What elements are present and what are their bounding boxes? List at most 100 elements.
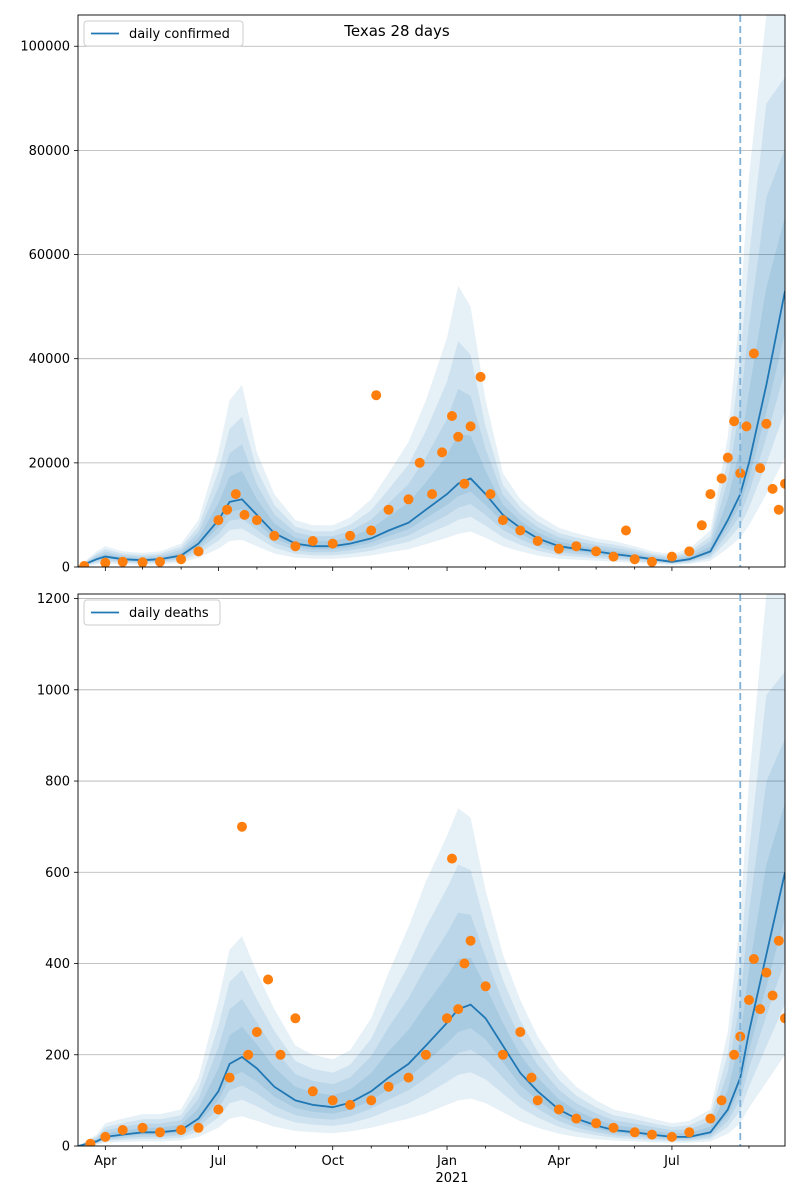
- y-tick-label: 400: [45, 957, 70, 972]
- data-point: [497, 515, 508, 526]
- data-point: [193, 1122, 204, 1133]
- axes-frame: [77, 593, 786, 1147]
- x-tick-label: Jan: [436, 1154, 457, 1169]
- data-point: [608, 1122, 619, 1133]
- data-point: [761, 967, 772, 978]
- confirmed-panel: 0 20000 40000 60000 80000 100000: [20, 14, 786, 576]
- data-point: [465, 935, 476, 946]
- legend-label: daily confirmed: [129, 27, 230, 42]
- y-tick-label: 800: [45, 775, 70, 790]
- data-point: [176, 1125, 187, 1135]
- data-point: [366, 525, 377, 536]
- data-point: [290, 541, 301, 552]
- y-tick-label: 100000: [20, 40, 70, 55]
- data-point: [735, 468, 746, 479]
- data-point: [553, 543, 564, 554]
- data-point: [621, 525, 631, 536]
- data-point: [780, 1013, 785, 1024]
- data-point: [137, 557, 148, 567]
- uncertainty-band-2: [78, 671, 785, 1146]
- legend-label: daily deaths: [129, 606, 209, 621]
- data-point: [773, 504, 784, 515]
- uncertainty-band-2: [78, 77, 785, 567]
- data-point: [447, 853, 457, 864]
- data-point: [453, 1004, 464, 1015]
- y-tick-label: 0: [62, 1140, 70, 1155]
- data-point: [716, 1095, 727, 1106]
- data-point: [383, 504, 394, 515]
- data-point: [571, 541, 582, 552]
- data-point: [100, 1131, 111, 1142]
- data-point: [647, 1129, 657, 1140]
- x-tick-label: Oct: [321, 1154, 343, 1169]
- uncertainty-band-1: [78, 594, 785, 1146]
- data-point: [459, 958, 470, 969]
- data-point: [327, 1095, 338, 1106]
- legend-confirmed: daily confirmed: [83, 20, 244, 47]
- data-point: [307, 1086, 318, 1097]
- data-point: [420, 1049, 431, 1060]
- data-point: [684, 546, 695, 557]
- data-point: [251, 1027, 262, 1037]
- series-line: [78, 290, 785, 567]
- data-point: [571, 1113, 582, 1124]
- data-point: [371, 390, 382, 401]
- legend-deaths: daily deaths: [83, 599, 221, 626]
- data-point: [243, 1049, 254, 1060]
- data-point: [744, 995, 754, 1005]
- x-year-label: 2021: [435, 1171, 468, 1186]
- data-point: [722, 452, 733, 463]
- data-point: [459, 478, 470, 489]
- data-point: [780, 478, 785, 489]
- data-point: [773, 935, 784, 946]
- data-point: [155, 1127, 165, 1138]
- uncertainty-band-3: [78, 148, 785, 567]
- x-tick-label: Jul: [210, 1154, 227, 1169]
- y-tick-label: 1200: [37, 592, 70, 607]
- legend-box: [83, 20, 244, 47]
- data-point: [465, 421, 476, 432]
- data-point: [647, 556, 657, 567]
- data-point: [748, 954, 759, 964]
- data-point: [761, 418, 772, 429]
- data-point: [497, 1049, 508, 1060]
- legend-box: [83, 599, 221, 626]
- data-point: [447, 411, 457, 421]
- data-point: [213, 515, 224, 526]
- data-point: [193, 546, 204, 557]
- data-point: [290, 1013, 301, 1024]
- data-point: [705, 1113, 716, 1124]
- data-point: [666, 551, 677, 562]
- data-point: [729, 1049, 740, 1060]
- chart-title: Texas 28 days: [343, 22, 450, 40]
- data-point: [403, 1072, 414, 1083]
- data-point: [755, 463, 766, 474]
- data-point: [327, 538, 338, 549]
- plot-area: [78, 594, 785, 1146]
- data-point: [307, 536, 318, 546]
- data-point: [213, 1104, 224, 1115]
- y-tick-label: 200: [45, 1048, 70, 1063]
- y-tick-label: 0: [62, 561, 70, 576]
- plot-area: [78, 15, 785, 567]
- x-tick-label: Apr: [548, 1154, 571, 1169]
- axes-frame: [77, 14, 786, 568]
- data-point: [696, 520, 707, 531]
- data-point: [475, 371, 486, 382]
- data-point: [526, 1072, 537, 1083]
- uncertainty-band-1: [78, 15, 785, 567]
- data-point: [239, 509, 250, 520]
- data-point: [591, 546, 602, 557]
- data-point: [453, 431, 464, 442]
- data-point: [716, 473, 727, 484]
- data-point: [532, 536, 543, 546]
- data-point: [442, 1013, 452, 1024]
- y-tick-label: 20000: [29, 456, 70, 471]
- data-point: [591, 1118, 602, 1129]
- deaths-panel: 0 200 400 600 800 1000 1200 Apr Jul Oct Jan Apr Jul: [37, 592, 786, 1169]
- data-point: [237, 821, 247, 832]
- data-point: [767, 990, 778, 1001]
- data-point: [224, 1072, 235, 1083]
- data-point: [222, 504, 233, 515]
